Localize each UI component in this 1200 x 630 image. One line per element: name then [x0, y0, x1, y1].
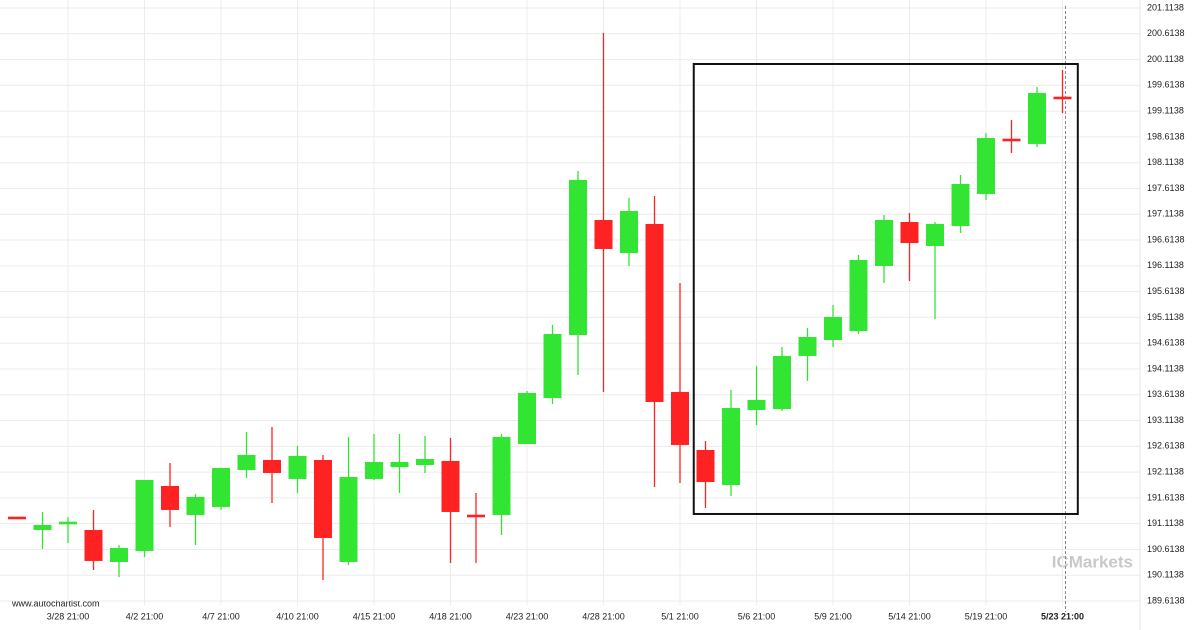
y-tick-label: 199.1138 [1147, 106, 1184, 116]
y-tick-label: 191.1138 [1147, 518, 1184, 528]
candle-body [288, 455, 307, 479]
candle-body [441, 460, 460, 512]
candle-body [33, 524, 52, 530]
candle-body [747, 399, 766, 411]
x-tick-label: 4/15 21:00 [353, 611, 396, 621]
candle-body [314, 459, 332, 538]
x-tick-label: 3/28 21:00 [47, 611, 90, 621]
candle-body [263, 459, 281, 473]
x-tick-label: 4/18 21:00 [429, 611, 472, 621]
x-tick-label: 5/1 21:00 [661, 611, 699, 621]
y-tick-label: 197.1138 [1147, 209, 1184, 219]
candle-body [365, 462, 383, 479]
candle-body [59, 521, 77, 525]
candle-body [951, 183, 970, 227]
candle-body [926, 224, 944, 246]
y-tick-label: 197.6138 [1147, 183, 1185, 193]
y-tick-label: 190.6138 [1147, 544, 1185, 554]
x-tick-label: 4/28 21:00 [582, 611, 625, 621]
candle-body [977, 137, 995, 195]
candle-body [1053, 96, 1072, 100]
x-tick-label: 5/9 21:00 [814, 611, 852, 621]
x-tick-label: 5/23 21:00 [1041, 611, 1084, 621]
y-tick-label: 200.6138 [1147, 28, 1185, 38]
x-tick-label: 5/6 21:00 [738, 611, 776, 621]
source-label: www.autochartist.com [11, 598, 100, 608]
candle-body [186, 496, 205, 515]
y-tick-label: 193.6138 [1147, 389, 1185, 399]
pattern-box [692, 62, 1079, 515]
candle-body [161, 485, 179, 510]
candle-body [390, 462, 409, 468]
candle-body [671, 391, 689, 445]
y-tick-label: 194.1138 [1147, 363, 1184, 373]
y-tick-label: 196.1138 [1147, 260, 1184, 270]
candle-body [492, 436, 511, 515]
candle-body [8, 516, 26, 520]
y-tick-label: 191.6138 [1147, 492, 1185, 502]
candle-body [696, 449, 715, 483]
x-tick-label: 5/19 21:00 [965, 611, 1008, 621]
candle-body [237, 454, 256, 470]
candle-body [773, 355, 791, 409]
candle-body [620, 210, 638, 253]
candle-body [543, 334, 562, 399]
candle-body [900, 222, 919, 243]
y-tick-label: 201.1138 [1147, 2, 1184, 12]
y-tick-label: 196.6138 [1147, 234, 1185, 244]
x-tick-label: 4/23 21:00 [506, 611, 549, 621]
y-tick-label: 195.6138 [1147, 286, 1185, 296]
candle-body [594, 219, 613, 249]
candle-body [518, 393, 536, 445]
watermark: ICMarkets [1052, 552, 1133, 571]
y-tick-label: 199.6138 [1147, 80, 1185, 90]
y-tick-label: 192.1138 [1147, 466, 1184, 476]
candle-body [569, 179, 587, 335]
y-tick-label: 195.1138 [1147, 312, 1184, 322]
x-tick-label: 4/10 21:00 [276, 611, 319, 621]
x-tick-label: 4/2 21:00 [126, 611, 164, 621]
candle-body [645, 224, 664, 402]
y-tick-label: 193.1138 [1147, 415, 1184, 425]
candle-body [824, 316, 842, 340]
candle-body [110, 547, 128, 562]
y-tick-label: 194.6138 [1147, 338, 1185, 348]
x-tick-label: 4/7 21:00 [202, 611, 240, 621]
y-tick-label: 189.6138 [1147, 595, 1185, 605]
x-tick-label: 5/14 21:00 [888, 611, 931, 621]
candle-body [875, 219, 893, 266]
candle-body [135, 479, 154, 551]
candle-body [416, 459, 434, 465]
candle-body [339, 476, 358, 562]
y-tick-label: 190.1138 [1147, 570, 1184, 580]
y-tick-label: 198.1138 [1147, 157, 1184, 167]
y-tick-label: 192.6138 [1147, 441, 1185, 451]
candle-body [798, 336, 817, 356]
y-tick-label: 198.6138 [1147, 131, 1185, 141]
candle-body [467, 514, 485, 518]
y-tick-label: 200.1138 [1147, 54, 1184, 64]
candle-body [84, 529, 103, 561]
candle-body [722, 408, 740, 486]
candle-body [1002, 138, 1021, 142]
candle-body [212, 467, 230, 507]
candle-body [849, 260, 868, 332]
candle-body [1028, 92, 1046, 144]
